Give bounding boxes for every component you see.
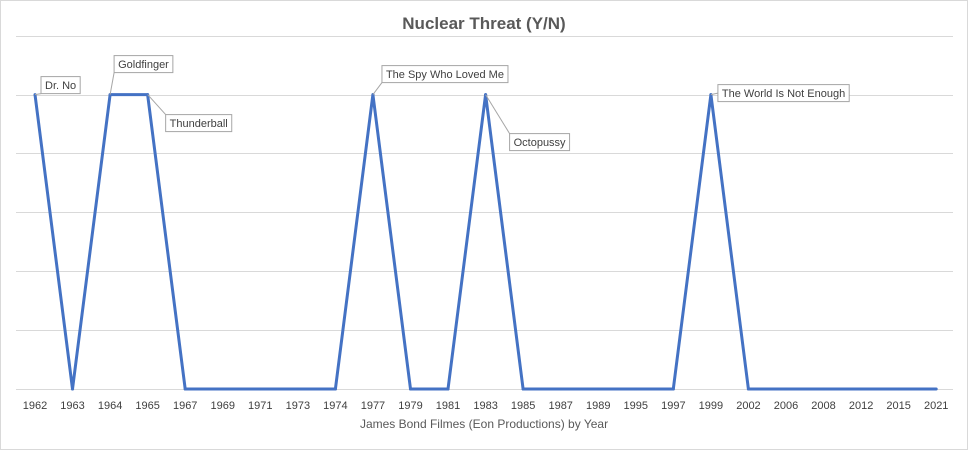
x-tick-label: 1995: [624, 400, 648, 412]
x-tick-label: 1965: [135, 400, 159, 412]
callout-leader: [109, 72, 115, 95]
data-point: [446, 387, 450, 391]
x-tick-label: 1989: [586, 400, 610, 412]
x-tick-label: 2006: [774, 400, 798, 412]
callout: The Spy Who Loved Me: [372, 65, 509, 95]
x-tick-label: 1963: [60, 400, 84, 412]
callout-label: The Spy Who Loved Me: [386, 69, 504, 81]
data-point: [784, 387, 788, 391]
data-point: [934, 387, 938, 391]
callout-box: [165, 114, 233, 133]
x-tick-label: 1983: [473, 400, 497, 412]
data-point: [859, 387, 863, 391]
data-point: [296, 387, 300, 391]
data-point: [634, 387, 638, 391]
x-tick-label: 2008: [811, 400, 835, 412]
series-layer: [33, 93, 938, 391]
callout-leader: [34, 93, 42, 96]
callout-label: Goldfinger: [118, 59, 169, 71]
x-tick-label: 1985: [511, 400, 535, 412]
x-tick-label: 1997: [661, 400, 685, 412]
x-tick-label: 1977: [361, 400, 385, 412]
data-point: [559, 387, 563, 391]
data-point: [221, 387, 225, 391]
callout: Dr. No: [34, 76, 81, 96]
x-tick-label: 1971: [248, 400, 272, 412]
callout-leader: [147, 94, 167, 115]
data-point: [333, 387, 337, 391]
x-tick-label: 1999: [699, 400, 723, 412]
callout-label: The World Is Not Enough: [722, 88, 845, 100]
chart-area: Nuclear Threat (Y/N) 1962 1963 1964 1965 196…: [0, 0, 968, 450]
callout-box: [509, 133, 571, 152]
x-tick-label: 1987: [548, 400, 572, 412]
data-point: [71, 387, 75, 391]
callout: Thunderball: [147, 94, 233, 133]
data-point: [258, 387, 262, 391]
chart-title: Nuclear Threat (Y/N): [402, 14, 565, 33]
callout-box: [717, 84, 850, 103]
callout-label: Dr. No: [45, 80, 76, 92]
callout: Octopussy: [485, 94, 571, 152]
x-tick-label: 1964: [98, 400, 122, 412]
callout-label: Octopussy: [514, 137, 566, 149]
x-tick-label: 2015: [886, 400, 910, 412]
x-tick-label: 1979: [398, 400, 422, 412]
callout: The World Is Not Enough: [710, 84, 850, 103]
data-point: [671, 387, 675, 391]
series-line: [33, 93, 937, 391]
x-tick-label: 1967: [173, 400, 197, 412]
callout-leader: [372, 82, 383, 95]
callout-box: [381, 65, 509, 84]
x-tick-label: 2002: [736, 400, 760, 412]
chart-svg: Nuclear Threat (Y/N) 1962 1963 1964 1965 196…: [16, 14, 953, 431]
data-point: [521, 387, 525, 391]
data-point: [596, 387, 600, 391]
x-tick-label: 1981: [436, 400, 460, 412]
callout: Goldfinger: [109, 55, 174, 95]
data-point: [897, 387, 901, 391]
data-point: [409, 387, 412, 391]
x-tick-label: 1973: [286, 400, 310, 412]
callout-layer: Dr. No Goldfinger Thunderball The Spy Who L…: [34, 55, 850, 152]
x-tick-label: 1974: [323, 400, 347, 412]
x-tick-label: 2012: [849, 400, 873, 412]
callout-box: [113, 55, 174, 74]
x-tick-label: 2021: [924, 400, 948, 412]
data-point: [822, 387, 826, 391]
x-axis: 1962 1963 1964 1965 1967 1969 1971 1973 1974 1977…: [16, 389, 953, 412]
callout-leader: [710, 92, 719, 96]
x-axis-title: James Bond Filmes (Eon Productions) by Y…: [360, 417, 608, 431]
callout-label: Thunderball: [170, 118, 228, 130]
data-point: [183, 387, 187, 391]
data-point: [746, 387, 750, 391]
callout-leader: [485, 94, 511, 134]
x-tick-label: 1962: [23, 400, 47, 412]
callout-box: [40, 76, 81, 95]
x-tick-label: 1969: [211, 400, 235, 412]
